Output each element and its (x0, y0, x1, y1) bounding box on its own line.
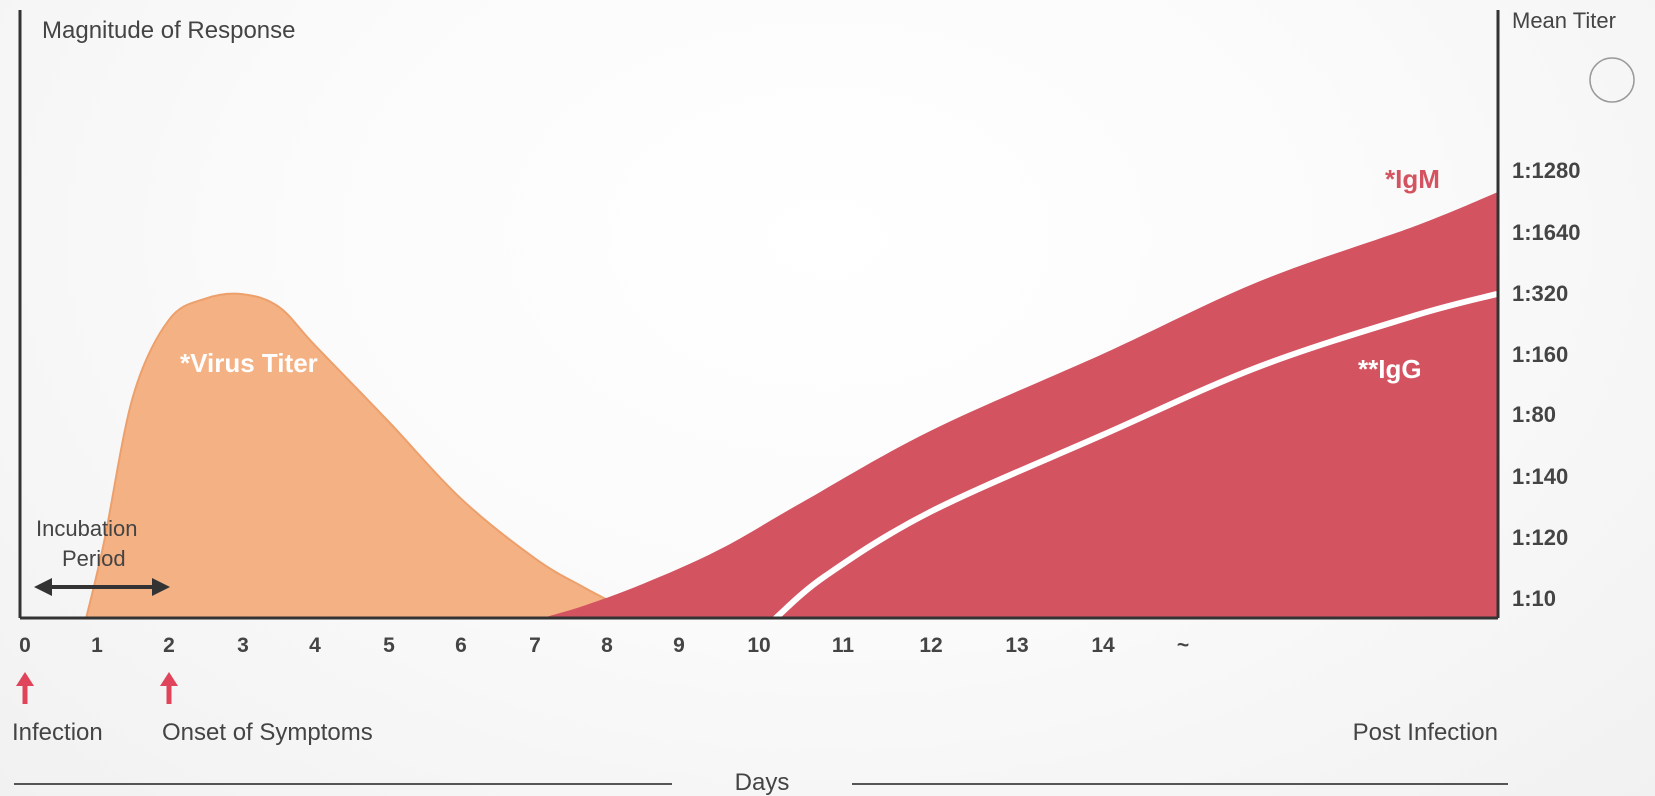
x-tick-label: 5 (383, 634, 395, 657)
igg-line (772, 291, 1499, 621)
y-tick-label: 1:320 (1512, 281, 1568, 306)
x-tick-label: 2 (163, 634, 175, 657)
onset-arrow-head (160, 672, 178, 686)
chart-axes (14, 10, 1635, 785)
x-tick-label: 14 (1091, 634, 1115, 657)
x-tick-label: 9 (673, 634, 685, 657)
x-tick-label: 11 (832, 634, 855, 657)
igm-label: *IgM (1385, 164, 1440, 194)
incubation-label: Period (62, 546, 126, 571)
y-tick-label: 1:80 (1512, 402, 1556, 427)
x-tick-label: 8 (601, 634, 613, 657)
y-tick-label: 1:160 (1512, 342, 1568, 367)
x-tick-label: 0 (19, 634, 31, 657)
y-tick-label: 1:1640 (1512, 220, 1581, 245)
incubation-label: Incubation (36, 516, 138, 541)
x-tick-label: 10 (747, 634, 770, 657)
right-axis-title: Mean Titer (1512, 8, 1616, 33)
circle-icon (1589, 57, 1635, 103)
x-tick-label: 7 (529, 634, 541, 657)
onset-label: Onset of Symptoms (162, 719, 373, 746)
x-tick-label: 1 (91, 634, 103, 657)
igg-label: **IgG (1358, 354, 1422, 384)
chart-texts: Magnitude of Response Mean Titer 1:1280 1:1… (12, 8, 1616, 796)
x-axis-title: Days (735, 769, 790, 796)
virus-titer-area (84, 292, 644, 619)
y-tick-label: 1:1280 (1512, 158, 1581, 183)
x-tick-label: 12 (919, 634, 942, 657)
infection-arrow-head (16, 672, 34, 686)
infection-label: Infection (12, 719, 103, 746)
y-tick-label: 1:140 (1512, 464, 1568, 489)
x-tick-label: 13 (1005, 634, 1028, 657)
post-infection-label: Post Infection (1353, 719, 1498, 746)
incubation-arrow-left-head (34, 578, 52, 596)
x-tick-label: 3 (237, 634, 249, 657)
y-tick-label: 1:10 (1512, 586, 1556, 611)
igm-area (542, 192, 1498, 618)
y-axis-title: Magnitude of Response (42, 17, 296, 44)
y-tick-label: 1:120 (1512, 525, 1568, 550)
chart-areas (84, 192, 1499, 621)
x-tick-label: 4 (309, 634, 321, 657)
virus-titer-label: *Virus Titer (180, 348, 318, 378)
x-tick-label: ~ (1177, 634, 1189, 657)
x-tick-label: 6 (455, 634, 467, 657)
incubation-arrow-right-head (152, 578, 170, 596)
